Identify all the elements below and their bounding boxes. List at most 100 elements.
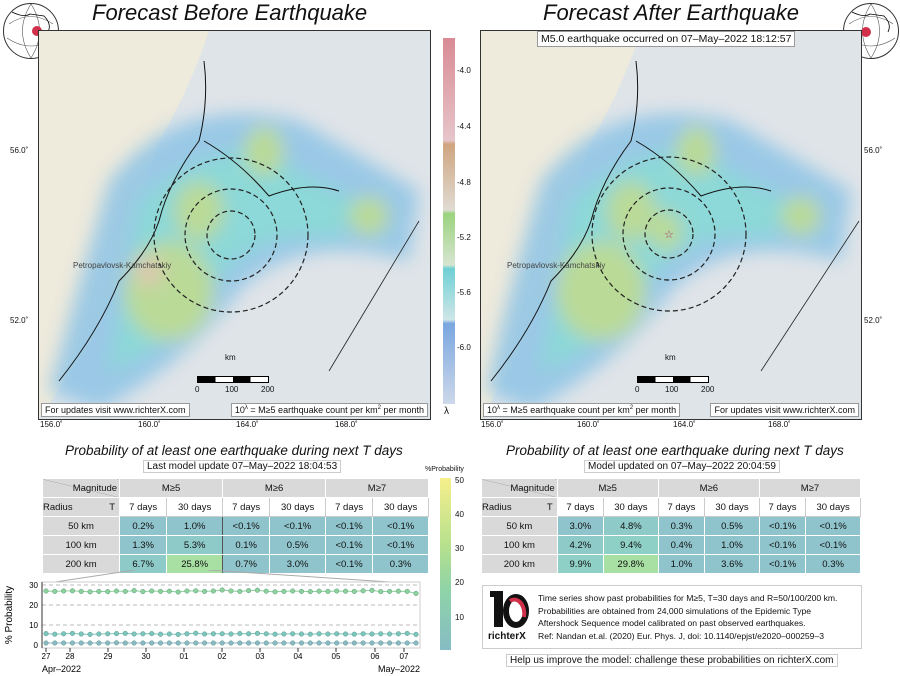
- probability-cell[interactable]: 3.6%: [704, 554, 760, 574]
- data-point: [52, 631, 58, 637]
- probability-cell[interactable]: 0.2%: [119, 516, 168, 536]
- magnitude-header: M≥7: [758, 478, 862, 498]
- probability-cell[interactable]: 1.3%: [119, 535, 168, 555]
- data-point: [202, 640, 208, 646]
- data-point: [228, 588, 234, 594]
- data-point: [369, 631, 375, 637]
- colorbar-symbol: λ: [444, 406, 449, 417]
- probability-cell[interactable]: 0.3%: [372, 554, 429, 574]
- probability-cell[interactable]: 1.0%: [704, 535, 760, 555]
- probability-cell[interactable]: 6.7%: [119, 554, 168, 574]
- probability-cell[interactable]: 0.5%: [704, 516, 760, 536]
- probability-cell[interactable]: 0.5%: [269, 535, 327, 555]
- probability-cell[interactable]: 0.1%: [222, 535, 271, 555]
- scale-tick: 200: [701, 385, 715, 394]
- data-point: [369, 587, 375, 593]
- data-point: [184, 588, 190, 594]
- probability-cell[interactable]: 0.3%: [805, 554, 861, 574]
- data-point: [281, 640, 287, 646]
- probability-cell[interactable]: 5.3%: [166, 535, 224, 555]
- forecast-map-before[interactable]: Petropavlovsk-Kamchatskiy km 0 100 200 F…: [38, 30, 431, 420]
- period-header: 7 days: [222, 497, 271, 517]
- info-box: richterX Time series show past probabili…: [482, 585, 862, 649]
- city-label: Petropavlovsk-Kamchatskiy: [507, 261, 606, 270]
- probability-cell[interactable]: 1.0%: [166, 516, 224, 536]
- data-point: [290, 631, 296, 637]
- probability-cell[interactable]: 29.8%: [603, 554, 659, 574]
- probability-cell[interactable]: 3.0%: [556, 516, 605, 536]
- probability-cell[interactable]: 4.8%: [603, 516, 659, 536]
- probability-cell[interactable]: <0.1%: [758, 516, 807, 536]
- forecast-map-after[interactable]: ☆ M5.0 earthquake occurred on 07–May–202…: [480, 30, 862, 420]
- table-row: 100 km 4.2% 9.4% 0.4% 1.0% <0.1% <0.1%: [481, 535, 861, 555]
- x-tick-label: 02: [218, 652, 227, 661]
- lat-tick: 56.0˚: [10, 146, 29, 155]
- table-row: 200 km 9.9% 29.8% 1.0% 3.6% <0.1% 0.3%: [481, 554, 861, 574]
- prob-tick: 10: [455, 613, 464, 622]
- data-point: [140, 589, 146, 595]
- magnitude-header: M≥6: [657, 478, 760, 498]
- probability-cell[interactable]: <0.1%: [372, 516, 429, 536]
- data-point: [298, 640, 305, 646]
- probability-cell[interactable]: <0.1%: [222, 516, 271, 536]
- data-point: [395, 588, 401, 594]
- data-point: [149, 588, 155, 594]
- data-point: [360, 588, 366, 594]
- x-month-label: Apr–2022: [42, 664, 81, 674]
- period-header: 30 days: [603, 497, 659, 517]
- data-point: [307, 631, 313, 637]
- data-point: [96, 640, 102, 646]
- probability-cell[interactable]: <0.1%: [805, 535, 861, 555]
- data-point: [131, 631, 137, 637]
- probability-cell[interactable]: 0.3%: [657, 516, 706, 536]
- probability-cell[interactable]: 0.7%: [222, 554, 271, 574]
- probability-cell[interactable]: 1.0%: [657, 554, 706, 574]
- probability-cell[interactable]: <0.1%: [805, 516, 861, 536]
- colorbar-tick: -4.4: [457, 122, 471, 131]
- radius-label: Radius: [43, 501, 73, 513]
- left-map-title: Forecast Before Earthquake: [92, 0, 368, 25]
- corner-magnitude: Magnitude: [41, 478, 121, 498]
- probability-cell[interactable]: <0.1%: [372, 535, 429, 555]
- updates-link[interactable]: For updates visit www.richterX.com: [41, 403, 190, 417]
- lon-tick: 156.0˚: [481, 420, 504, 429]
- series-r-200-km: [43, 587, 419, 596]
- radius-cell: 200 km: [41, 554, 121, 574]
- period-header: 7 days: [556, 497, 605, 517]
- help-link[interactable]: Help us improve the model: challenge the…: [506, 654, 838, 667]
- probability-cell[interactable]: <0.1%: [325, 535, 374, 555]
- map-layer: ☆: [481, 31, 860, 419]
- probability-cell[interactable]: <0.1%: [269, 516, 327, 536]
- data-point: [52, 640, 58, 646]
- updates-link[interactable]: For updates visit www.richterX.com: [710, 403, 859, 417]
- data-point: [166, 640, 172, 646]
- probability-cell[interactable]: 3.0%: [269, 554, 327, 574]
- data-point: [140, 631, 146, 637]
- probability-cell[interactable]: <0.1%: [325, 516, 374, 536]
- city-label: Petropavlovsk-Kamchatskiy: [73, 261, 172, 270]
- period-header: 7 days: [657, 497, 706, 517]
- data-point: [351, 588, 357, 594]
- probability-cell[interactable]: <0.1%: [758, 535, 807, 555]
- data-point: [78, 640, 84, 646]
- data-point: [105, 640, 111, 646]
- data-point: [325, 588, 331, 594]
- probability-cell[interactable]: 4.2%: [556, 535, 605, 555]
- probability-cell[interactable]: 9.9%: [556, 554, 605, 574]
- data-point: [413, 640, 419, 646]
- data-point: [378, 631, 384, 637]
- magnitude-header: M≥6: [222, 478, 327, 498]
- data-point: [228, 640, 234, 646]
- probability-cell[interactable]: 0.4%: [657, 535, 706, 555]
- data-point: [378, 589, 384, 595]
- data-point: [61, 631, 67, 637]
- data-point: [228, 631, 234, 637]
- probability-cell[interactable]: <0.1%: [325, 554, 374, 574]
- data-point: [351, 631, 357, 637]
- t-label: T: [546, 501, 553, 513]
- data-point: [219, 631, 225, 637]
- data-point: [298, 588, 305, 594]
- probability-cell[interactable]: 9.4%: [603, 535, 659, 555]
- probability-cell[interactable]: <0.1%: [758, 554, 807, 574]
- logo-text: richterX: [488, 631, 526, 642]
